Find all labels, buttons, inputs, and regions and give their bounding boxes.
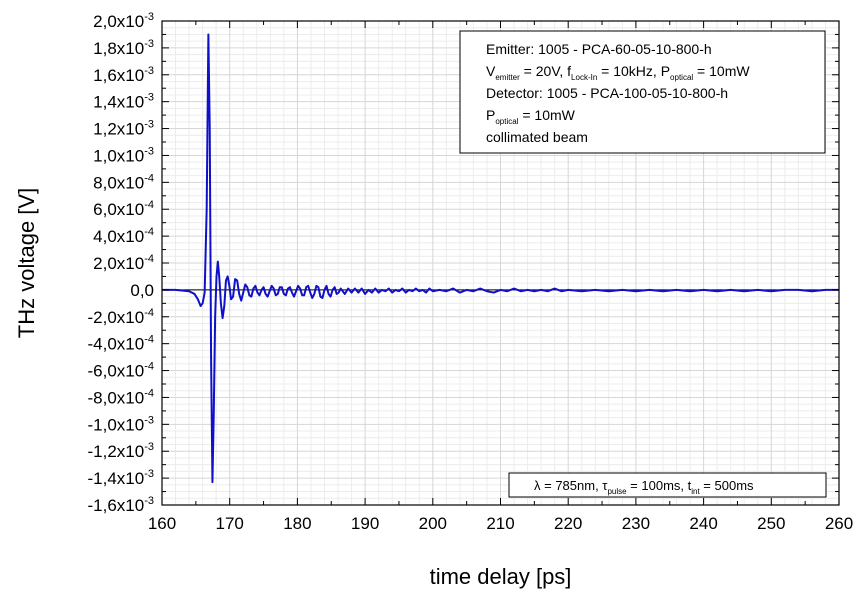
y-axis-title: THz voltage [V] xyxy=(14,188,39,338)
note-line: λ = 785nm, τpulse = 100ms, tint = 500ms xyxy=(534,478,754,496)
y-tick-label: -1,4x10-3 xyxy=(88,468,155,488)
y-tick-label: -2,0x10-4 xyxy=(88,307,155,327)
series-line xyxy=(162,33,839,484)
y-tick-label: 2,0x10-3 xyxy=(93,11,154,31)
note-frame xyxy=(508,472,827,498)
x-tick-label: 240 xyxy=(689,514,717,533)
y-tick-label: 1,8x10-3 xyxy=(93,38,154,58)
x-axis-title: time delay [ps] xyxy=(430,564,572,589)
x-tick-label: 160 xyxy=(148,514,176,533)
x-tick-label: 190 xyxy=(351,514,379,533)
legend-box: Emitter: 1005 - PCA-60-05-10-800-h Vemitt… xyxy=(459,30,826,154)
x-tick-label: 220 xyxy=(554,514,582,533)
legend-frame xyxy=(459,30,826,154)
y-tick-label: -1,6x10-3 xyxy=(88,495,155,515)
y-tick-label: -1,0x10-3 xyxy=(88,414,155,434)
y-tick-label: 0,0 xyxy=(130,281,154,300)
x-tick-label: 170 xyxy=(216,514,244,533)
x-tick-label: 180 xyxy=(283,514,311,533)
y-tick-label: 8,0x10-4 xyxy=(93,172,154,192)
legend-line: collimated beam xyxy=(486,129,588,145)
y-tick-label: 4,0x10-4 xyxy=(93,226,154,246)
legend-line: Emitter: 1005 - PCA-60-05-10-800-h xyxy=(486,41,712,57)
y-tick-label: 1,6x10-3 xyxy=(93,65,154,85)
x-tick-label: 230 xyxy=(622,514,650,533)
y-tick-label: -1,2x10-3 xyxy=(88,441,155,461)
x-tick-labels: 160 170 180 190 200 210 220 230 240 250 260 xyxy=(148,514,853,533)
y-tick-label: 1,2x10-3 xyxy=(93,119,154,139)
y-tick-label: 2,0x10-4 xyxy=(93,253,154,273)
legend-line: Detector: 1005 - PCA-100-05-10-800-h xyxy=(486,85,728,101)
y-tick-label: 6,0x10-4 xyxy=(93,199,154,219)
y-tick-label: 1,0x10-3 xyxy=(93,145,154,165)
legend-line: Vemitter = 20V, fLock-In = 10kHz, Poptic… xyxy=(486,63,750,82)
y-tick-label: -6,0x10-4 xyxy=(88,361,155,381)
x-tick-label: 200 xyxy=(419,514,447,533)
x-tick-label: 210 xyxy=(486,514,514,533)
y-tick-labels: 2,0x10-3 1,8x10-3 1,6x10-3 1,4x10-3 1,2x10-3… xyxy=(88,11,155,515)
measurement-note-box: λ = 785nm, τpulse = 100ms, tint = 500ms xyxy=(508,472,827,498)
y-tick-label: -4,0x10-4 xyxy=(88,334,155,354)
legend-line: Poptical = 10mW xyxy=(486,107,576,126)
x-tick-label: 260 xyxy=(825,514,853,533)
y-tick-label: -8,0x10-4 xyxy=(88,387,155,407)
axis-ticks xyxy=(161,20,840,506)
x-tick-label: 250 xyxy=(757,514,785,533)
y-tick-label: 1,4x10-3 xyxy=(93,92,154,112)
